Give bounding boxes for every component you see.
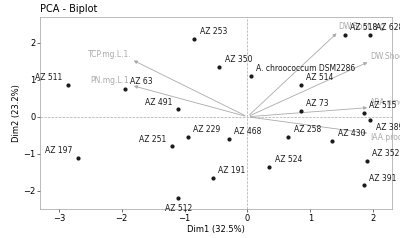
Text: AZ 511: AZ 511 [36,74,63,83]
Text: AZ 491: AZ 491 [145,98,173,107]
Text: AZ 468: AZ 468 [234,127,262,136]
Text: AZ 515: AZ 515 [369,101,397,110]
Text: ARA.nmol.C2H4.24h.1.culture: ARA.nmol.C2H4.24h.1.culture [370,99,400,108]
Text: AZ 350: AZ 350 [225,55,252,64]
Text: AZ 251: AZ 251 [139,135,166,144]
Text: AZ 258: AZ 258 [294,125,321,134]
Text: DW.Root.mg: DW.Root.mg [338,22,386,31]
Text: AZ 389: AZ 389 [376,123,400,132]
Text: AZ 430: AZ 430 [338,129,365,138]
Text: IAA.production.g.mL.1.: IAA.production.g.mL.1. [370,134,400,142]
Text: AZ 73: AZ 73 [306,99,329,109]
Text: AZ 197: AZ 197 [45,146,72,155]
Text: PCA - Biplot: PCA - Biplot [40,5,97,15]
Text: AZ 524: AZ 524 [275,155,302,164]
Text: AZ 229: AZ 229 [193,125,220,134]
Text: PN.mg.L.1.: PN.mg.L.1. [90,76,131,85]
Text: AZ 63: AZ 63 [130,77,153,86]
Text: TCP.mg.L.1.: TCP.mg.L.1. [88,50,131,59]
Y-axis label: Dim2 (23.2%): Dim2 (23.2%) [12,84,21,142]
Text: AZ 518: AZ 518 [350,23,378,32]
Text: AZ 628: AZ 628 [376,23,400,32]
Text: AZ 391: AZ 391 [369,174,397,183]
Text: DW.Shoot.mg: DW.Shoot.mg [370,52,400,61]
Text: AZ 352: AZ 352 [372,149,400,159]
Text: A. chroococcum DSM2286: A. chroococcum DSM2286 [256,64,355,73]
Text: AZ 512: AZ 512 [165,204,192,213]
X-axis label: Dim1 (32.5%): Dim1 (32.5%) [187,225,245,234]
Text: AZ 514: AZ 514 [306,74,334,83]
Text: AZ 253: AZ 253 [200,27,227,36]
Text: AZ 191: AZ 191 [218,166,246,175]
